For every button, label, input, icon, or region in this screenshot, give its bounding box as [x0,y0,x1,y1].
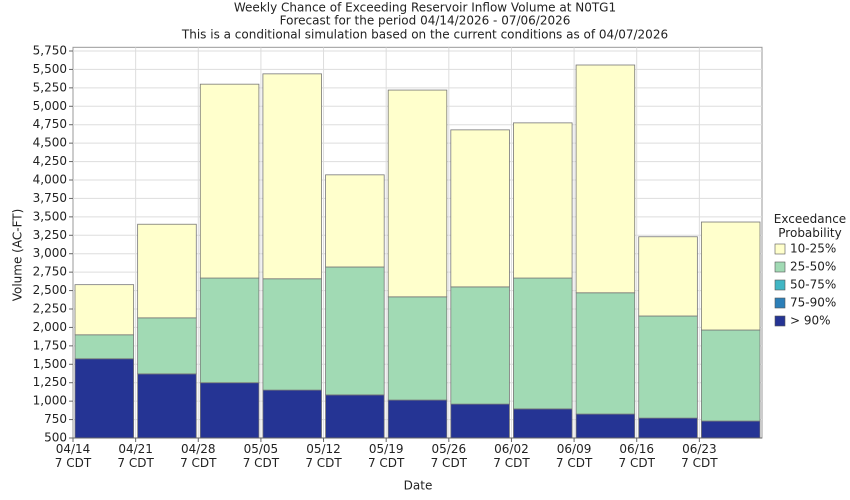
x-tick-label: 05/12 7 CDT [305,442,342,470]
chart-subtitle: This is a conditional simulation based o… [181,28,668,42]
bar-segment [137,223,197,319]
y-tick-label: 5,500 [33,62,67,76]
y-tick-label: 3,750 [33,191,67,205]
y-axis-title: Volume (AC-FT) [11,209,25,302]
legend-title: Exceedance Probability [773,212,847,240]
x-tick-label: 04/14 7 CDT [54,442,92,470]
bar-segment [638,236,698,317]
bar-segment [700,221,761,331]
legend-label: 50-75% [790,278,836,292]
y-tick-label: 4,500 [33,136,67,150]
legend-swatch [774,279,786,291]
x-tick-label: 06/09 7 CDT [555,442,593,470]
legend-label: 10-25% [790,242,836,256]
bar-segment [513,408,573,439]
y-tick-label: 3,250 [33,228,67,242]
chart-subtitle: Forecast for the period 04/14/2026 - 07/… [280,14,571,28]
bar-segment [325,394,385,439]
x-tick-label: 06/16 7 CDT [618,442,655,470]
bar-segment [513,277,573,410]
bar-segment [513,122,573,279]
legend-swatch [774,297,786,309]
bar-segment [638,417,698,439]
bar-segment [450,403,510,439]
x-tick-label: 05/19 7 CDT [367,442,405,470]
bar-segment [262,389,322,439]
bar-segment [137,373,197,439]
y-tick-label: 4,250 [33,154,67,168]
bar-segment [325,174,385,268]
bar-segment [325,266,385,396]
y-tick-label: 2,750 [33,265,67,279]
legend-swatch [774,315,786,327]
y-tick-label: 3,500 [33,209,67,223]
y-tick-label: 2,500 [33,283,67,297]
bar-segment [387,89,448,298]
bar-segment [262,278,322,391]
y-tick-label: 4,000 [33,173,67,187]
bar-segment [74,334,135,360]
chart-title: Weekly Chance of Exceeding Reservoir Inf… [234,1,616,15]
bar-segment [700,329,761,422]
bar-segment [199,382,260,439]
legend-label: > 90% [790,314,831,328]
y-tick-label: 750 [44,412,67,426]
bar-segment [137,317,197,375]
bar-segment [387,296,448,401]
x-tick-label: 06/02 7 CDT [493,442,530,470]
y-tick-label: 5,000 [33,99,67,113]
x-tick-label: 04/28 7 CDT [180,442,217,470]
bar-segment [450,129,510,288]
bar-segment [638,315,698,419]
y-tick-label: 5,750 [33,44,67,58]
bar-segment [575,292,636,415]
legend-label: 75-90% [790,296,836,310]
bar-segment [199,277,260,384]
bar-segment [262,73,322,280]
legend-swatch [774,243,786,255]
y-tick-label: 2,250 [33,302,67,316]
y-tick-label: 1,500 [33,357,67,371]
bar-segment [387,399,448,439]
y-tick-label: 4,750 [33,117,67,131]
bar-segment [450,286,510,405]
y-tick-label: 500 [44,431,67,445]
x-tick-label: 04/21 7 CDT [117,442,154,470]
bar-segment [74,284,135,336]
legend-label: 25-50% [790,260,836,274]
y-tick-label: 1,250 [33,375,67,389]
y-tick-label: 5,250 [33,80,67,94]
bar-segment [700,420,761,439]
x-tick-label: 05/05 7 CDT [242,442,280,470]
x-tick-label: 05/26 7 CDT [430,442,468,470]
legend-swatch [774,261,786,273]
bar-segment [74,358,135,439]
y-tick-label: 3,000 [33,246,67,260]
x-tick-label: 06/23 7 CDT [681,442,718,470]
bar-segment [199,83,260,279]
y-tick-label: 1,750 [33,338,67,352]
x-axis-title: Date [404,479,433,493]
bar-segment [575,413,636,439]
bar-segment [575,64,636,294]
y-tick-label: 2,000 [33,320,67,334]
y-tick-label: 1,000 [33,394,67,408]
